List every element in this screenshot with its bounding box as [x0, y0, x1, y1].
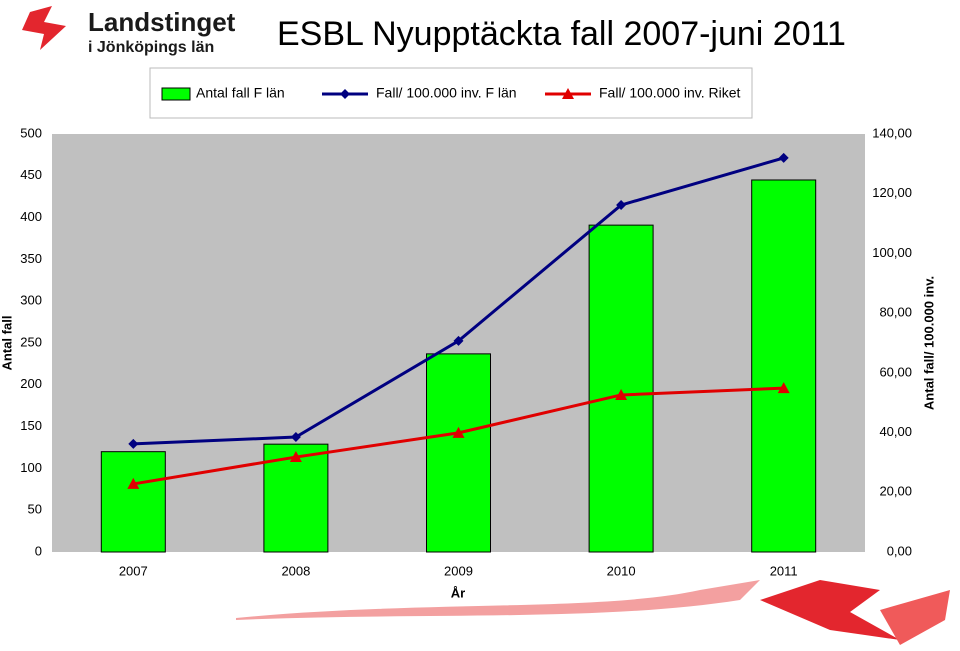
x-tick-label: 2010: [607, 563, 636, 578]
x-tick-label: 2008: [281, 563, 310, 578]
y-tick-label: 100: [20, 460, 42, 475]
y2-tick-label: 140,00: [872, 125, 912, 140]
y2-tick-label: 80,00: [879, 305, 912, 320]
logo-mark: [22, 6, 66, 50]
y-tick-label: 0: [35, 543, 42, 558]
logo-region: i Jönköpings län: [88, 39, 214, 56]
y-tick-label: 300: [20, 293, 42, 308]
bar: [263, 443, 329, 553]
x-tick-label: 2011: [770, 563, 798, 578]
y-tick-label: 350: [20, 251, 42, 266]
y2-tick-label: 120,00: [872, 185, 912, 200]
y-tick-label: 400: [20, 209, 42, 224]
y-tick-label: 50: [28, 502, 42, 517]
marker: [453, 335, 464, 346]
swoosh: [236, 580, 760, 620]
y2-tick-label: 40,00: [879, 424, 912, 439]
y2-tick-label: 20,00: [879, 484, 912, 499]
marker: [289, 451, 302, 463]
y2-tick-label: 60,00: [879, 364, 912, 379]
chart-title: ESBL Nyupptäckta fall 2007-juni 2011: [277, 15, 846, 53]
marker: [778, 152, 789, 163]
marker: [452, 426, 465, 438]
x-axis-label: År: [451, 585, 465, 600]
swoosh: [880, 590, 950, 645]
bar: [426, 353, 491, 553]
legend-label: Fall/ 100.000 inv. Riket: [599, 85, 740, 101]
x-tick-label: 2009: [444, 563, 473, 578]
marker: [128, 438, 139, 449]
bar: [751, 179, 817, 553]
legend: Antal fall F län Fall/ 100.000 inv. F län…: [161, 85, 740, 101]
y-axis-label: Antal fall: [0, 316, 14, 371]
marker: [777, 382, 790, 394]
legend-label: Fall/ 100.000 inv. F län: [376, 85, 517, 101]
legend-label: Antal fall F län: [196, 85, 285, 101]
legend-swatch: [161, 87, 191, 101]
marker: [615, 388, 628, 400]
y2-tick-label: 0,00: [887, 543, 912, 558]
y-tick-label: 450: [20, 167, 42, 182]
marker: [616, 200, 627, 211]
legend-box: [149, 67, 753, 119]
logo-name: Landstinget: [88, 7, 236, 37]
y-tick-label: 500: [20, 125, 42, 140]
legend-marker: [340, 89, 350, 99]
marker: [127, 477, 140, 489]
decoration: [236, 580, 950, 645]
y-tick-label: 250: [20, 334, 42, 349]
y-tick-label: 200: [20, 376, 42, 391]
y2-tick-label: 100,00: [872, 245, 912, 260]
y-tick-label: 150: [20, 418, 42, 433]
swoosh: [760, 580, 900, 640]
bar: [588, 224, 654, 553]
bar: [100, 451, 166, 553]
x-tick-label: 2007: [119, 563, 148, 578]
y2-axis-label: Antal fall/ 100.000 inv.: [921, 276, 936, 410]
marker: [290, 432, 301, 443]
legend-marker: [562, 88, 574, 99]
logo: Landstinget i Jönköpings län: [22, 6, 236, 56]
